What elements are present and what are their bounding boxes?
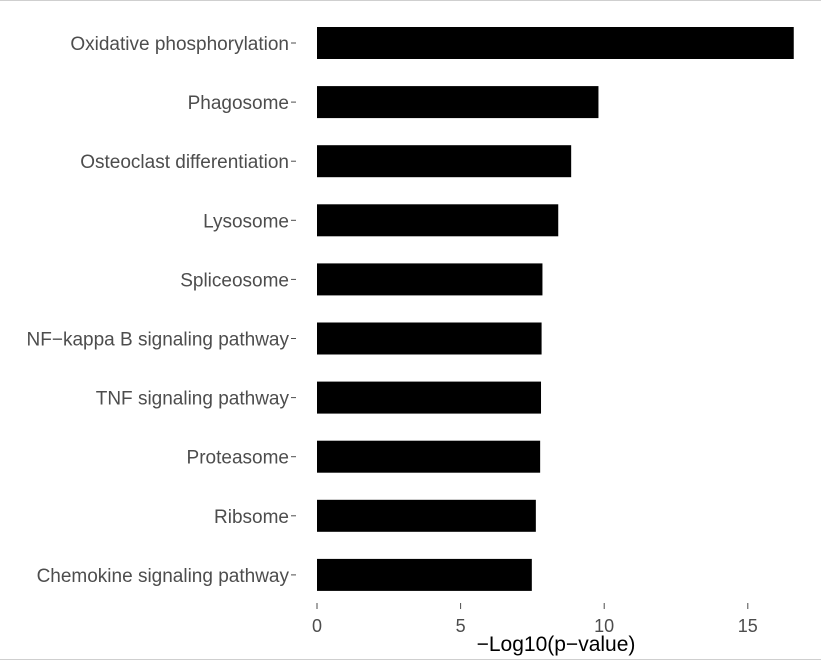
bottom-frame-line: [0, 659, 821, 660]
bar: [317, 27, 794, 59]
top-frame-line: [0, 0, 821, 1]
category-labels-group: Oxidative phosphorylation Phagosome Osteoc…: [27, 34, 296, 587]
category-label: Lysosome: [203, 211, 289, 232]
category-label: Osteoclast differentiation: [80, 152, 289, 173]
bar: [317, 204, 559, 237]
category-label: Phagosome: [188, 93, 289, 114]
category-label: NF−kappa B signaling pathway: [27, 330, 290, 351]
category-label: Proteasome: [187, 448, 289, 469]
bar: [317, 86, 599, 119]
x-tick-label: 15: [738, 616, 758, 636]
bar: [317, 322, 542, 355]
x-axis-title: −Log10(p−value): [477, 633, 636, 656]
bars-group: [317, 27, 794, 591]
x-ticks-group: 0 5 10 15: [312, 603, 758, 636]
x-tick-label: 10: [594, 616, 614, 636]
bar: [317, 558, 532, 591]
x-tick-label: 5: [456, 616, 466, 636]
bar: [317, 263, 543, 296]
x-tick-label: 0: [312, 616, 322, 636]
bar: [317, 145, 572, 178]
category-label: Chemokine signaling pathway: [37, 566, 290, 587]
bar: [317, 499, 536, 532]
category-label: Spliceosome: [180, 270, 289, 291]
category-label: Oxidative phosphorylation: [70, 34, 289, 55]
category-label: TNF signaling pathway: [96, 389, 290, 410]
bar: [317, 440, 541, 473]
category-label: Ribsome: [214, 507, 289, 528]
bar: [317, 381, 542, 414]
